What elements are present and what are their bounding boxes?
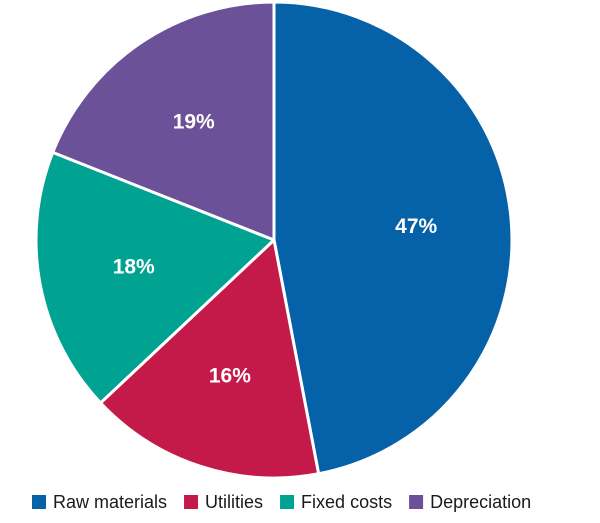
legend-swatch-depreciation <box>409 495 424 509</box>
pie-slice-utilities <box>99 238 321 480</box>
pie-labels: 47% 16% 18% 19% <box>113 110 438 387</box>
legend-item-depreciation: Depreciation <box>409 492 531 512</box>
legend-label-raw-materials: Raw materials <box>53 492 167 512</box>
legend-item-utilities: Utilities <box>184 492 263 512</box>
legend: Raw materials Utilities Fixed costs Depreci… <box>32 492 531 512</box>
slice-label-fixed-costs: 18% <box>113 255 155 278</box>
legend-swatch-raw-materials <box>32 495 46 509</box>
pie-slice-raw-materials <box>272 0 514 476</box>
legend-label-utilities: Utilities <box>205 492 263 512</box>
pie-slice-depreciation <box>51 0 276 242</box>
legend-swatch-utilities <box>184 495 199 509</box>
legend-item-raw-materials: Raw materials <box>32 492 167 512</box>
pie-slices <box>34 0 514 480</box>
legend-item-fixed-costs: Fixed costs <box>280 492 392 512</box>
slice-label-depreciation: 19% <box>173 110 215 133</box>
legend-label-fixed-costs: Fixed costs <box>301 492 392 512</box>
legend-label-depreciation: Depreciation <box>430 492 531 512</box>
pie-slice-fixed-costs <box>34 150 276 405</box>
legend-swatch-fixed-costs <box>280 495 295 509</box>
slice-label-raw-materials: 47% <box>395 215 437 238</box>
slice-label-utilities: 16% <box>209 364 251 387</box>
